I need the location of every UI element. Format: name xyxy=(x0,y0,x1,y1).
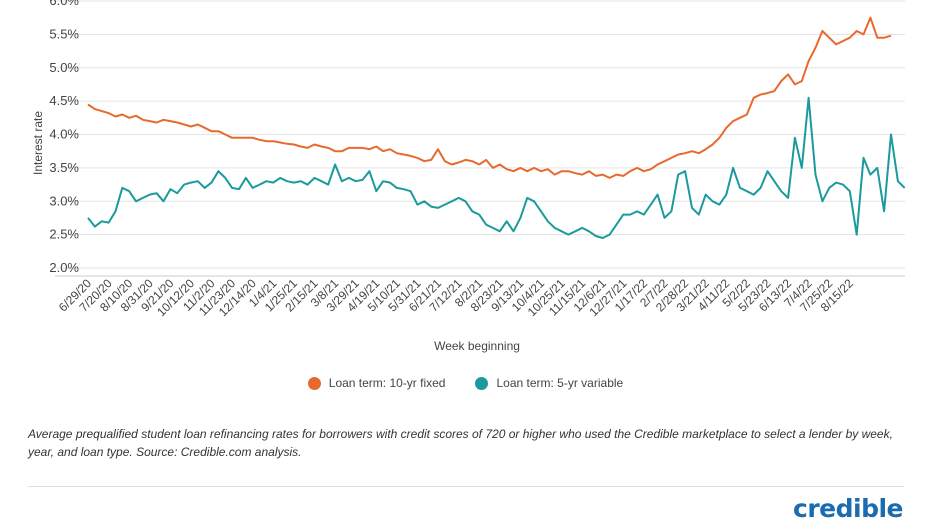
y-tick-label: 4.5% xyxy=(49,93,79,108)
y-tick-label: 4.0% xyxy=(49,127,79,142)
series-lines xyxy=(87,16,906,239)
credible-logo: credible xyxy=(793,494,904,523)
legend-item-variable[interactable]: Loan term: 5-yr variable xyxy=(475,376,623,390)
line-chart: 2.0% 2.5% 3.0% 3.5% 4.0% 4.5% 5.0% 5.5% 6.0% 6/2… xyxy=(31,0,906,353)
legend-marker-fixed xyxy=(307,376,321,390)
y-tick-labels: 2.0% 2.5% 3.0% 3.5% 4.0% 4.5% 5.0% 5.5% 6.0% xyxy=(49,0,79,275)
series-line-10yr-fixed xyxy=(87,16,892,179)
y-tick-label: 3.5% xyxy=(49,160,79,175)
legend: Loan term: 10-yr fixed Loan term: 5-yr v… xyxy=(0,376,931,390)
x-axis-title: Week beginning xyxy=(434,339,520,353)
legend-item-fixed[interactable]: Loan term: 10-yr fixed xyxy=(307,376,446,390)
y-tick-label: 5.0% xyxy=(49,60,79,75)
chart-caption: Average prequalified student loan refina… xyxy=(28,427,893,459)
y-tick-label: 3.0% xyxy=(49,193,79,208)
y-axis-title: Interest rate xyxy=(31,111,45,175)
divider xyxy=(28,486,904,487)
legend-label-variable: Loan term: 5-yr variable xyxy=(496,376,624,390)
y-tick-label: 2.0% xyxy=(49,260,79,275)
legend-label-fixed: Loan term: 10-yr fixed xyxy=(328,376,446,390)
y-tick-label: 6.0% xyxy=(49,0,79,8)
x-tick-labels: 6/29/207/20/208/10/208/31/209/21/2010/12… xyxy=(56,276,856,319)
y-tick-label: 2.5% xyxy=(49,227,79,242)
series-line-5yr-variable xyxy=(87,96,906,239)
grid-lines xyxy=(55,0,905,277)
y-tick-label: 5.5% xyxy=(49,26,79,41)
legend-marker-variable xyxy=(475,376,489,390)
